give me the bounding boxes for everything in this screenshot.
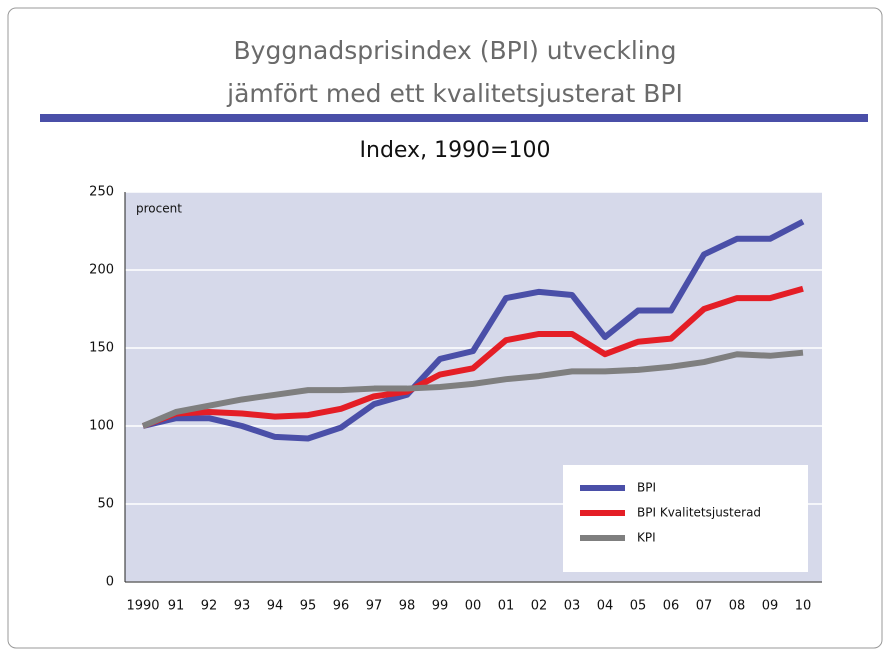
- subtitle: Index, 1990=100: [360, 138, 551, 163]
- x-tick-label: 09: [762, 599, 779, 614]
- x-tick-label: 95: [300, 599, 317, 614]
- x-tick-label: 99: [432, 599, 449, 614]
- y-tick-label: 150: [89, 341, 114, 356]
- title-bar: [40, 114, 868, 122]
- legend-label: BPI: [637, 481, 656, 495]
- x-tick-label: 93: [234, 599, 251, 614]
- x-tick-label: 04: [597, 599, 614, 614]
- x-tick-label: 94: [267, 599, 284, 614]
- legend-label: BPI Kvalitetsjusterad: [637, 506, 761, 520]
- x-tick-label: 03: [564, 599, 581, 614]
- legend: [563, 465, 808, 572]
- x-tick-label: 01: [498, 599, 515, 614]
- legend-label: KPI: [637, 531, 656, 545]
- chart-title: Byggnadsprisindex (BPI) utveckling: [234, 36, 677, 65]
- y-tick-label: 0: [106, 575, 114, 590]
- chart-title-2: jämfört med ett kvalitetsjusterat BPI: [226, 79, 683, 108]
- series-line: [141, 285, 804, 429]
- x-tick-label: 92: [201, 599, 218, 614]
- x-tick-label: 91: [168, 599, 185, 614]
- x-tick-label: 08: [729, 599, 746, 614]
- series-line: [142, 218, 805, 442]
- x-tick-label: 02: [531, 599, 548, 614]
- x-tick-label: 10: [795, 599, 812, 614]
- x-tick-label: 98: [399, 599, 416, 614]
- y-tick-label: 200: [89, 263, 114, 278]
- y-tick-label: 100: [89, 419, 114, 434]
- annotation: procent: [136, 202, 182, 216]
- y-tick-label: 250: [89, 185, 114, 200]
- x-tick-label: 96: [333, 599, 350, 614]
- x-tick-label: 1990: [126, 599, 159, 614]
- y-tick-label: 50: [97, 497, 114, 512]
- series-line: [141, 349, 804, 429]
- x-tick-label: 07: [696, 599, 713, 614]
- x-tick-label: 06: [663, 599, 680, 614]
- x-tick-label: 05: [630, 599, 647, 614]
- x-tick-label: 00: [465, 599, 482, 614]
- x-tick-label: 97: [366, 599, 383, 614]
